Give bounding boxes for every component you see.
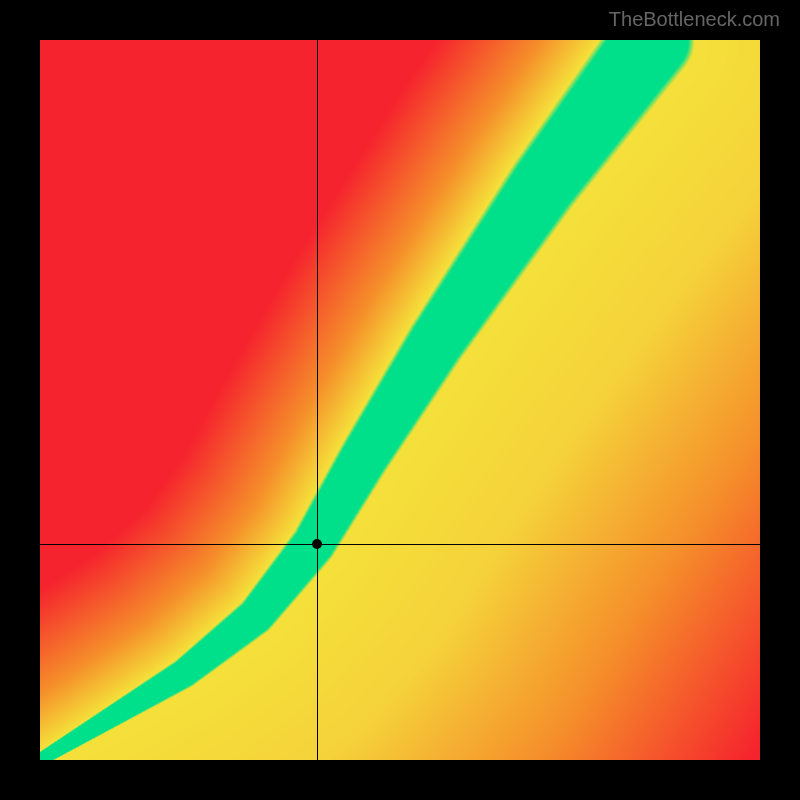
heatmap-canvas: [40, 40, 760, 760]
selection-marker: [312, 539, 322, 549]
watermark-text: TheBottleneck.com: [609, 8, 780, 31]
bottleneck-heatmap: [40, 40, 760, 760]
crosshair-vertical: [317, 40, 318, 760]
crosshair-horizontal: [40, 544, 760, 545]
